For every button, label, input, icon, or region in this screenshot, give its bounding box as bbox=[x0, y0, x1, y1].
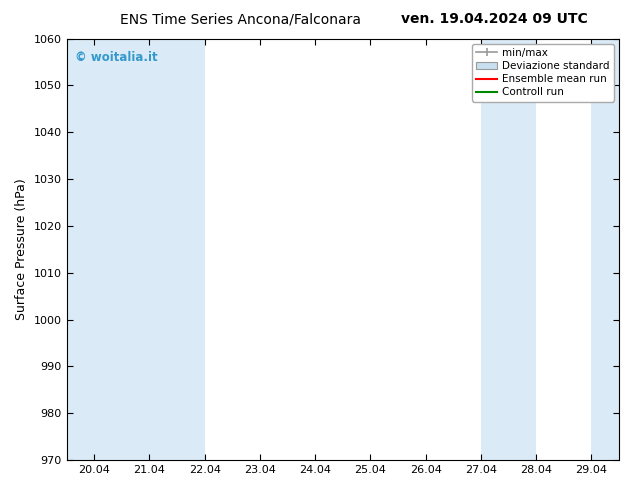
Bar bbox=[481, 39, 536, 460]
Bar bbox=[150, 39, 205, 460]
Bar bbox=[67, 39, 150, 460]
Text: ven. 19.04.2024 09 UTC: ven. 19.04.2024 09 UTC bbox=[401, 12, 588, 26]
Text: ENS Time Series Ancona/Falconara: ENS Time Series Ancona/Falconara bbox=[120, 12, 361, 26]
Text: © woitalia.it: © woitalia.it bbox=[75, 51, 157, 64]
Y-axis label: Surface Pressure (hPa): Surface Pressure (hPa) bbox=[15, 178, 28, 320]
Legend: min/max, Deviazione standard, Ensemble mean run, Controll run: min/max, Deviazione standard, Ensemble m… bbox=[472, 44, 614, 101]
Bar bbox=[592, 39, 619, 460]
